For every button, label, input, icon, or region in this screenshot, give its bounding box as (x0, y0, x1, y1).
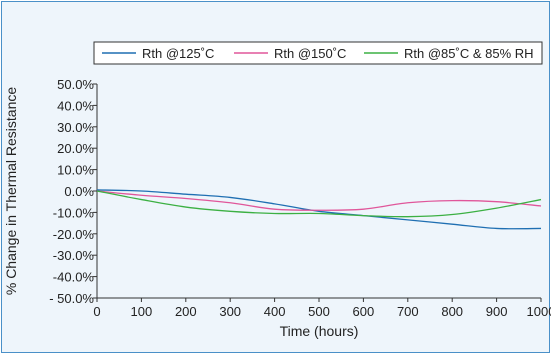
axes (96, 84, 541, 299)
y-tick-label: -40.0% (53, 270, 95, 285)
y-tick-label: 50.0% (57, 77, 94, 92)
x-tick-label: 400 (264, 304, 286, 319)
y-tick-label: - 50.0% (49, 291, 94, 306)
y-tick-label: -20.0% (53, 227, 95, 242)
series-layer (96, 189, 542, 230)
x-axis-title: Time (hours) (280, 323, 359, 339)
series-line-rth-150c (96, 190, 542, 211)
x-tick-label: 300 (219, 304, 241, 319)
x-tick-label: 1000 (527, 304, 551, 319)
ticks: 50.0% 40.0% 30.0% 20.0% 10.0% 0.0% -10.0% -20.0… (49, 77, 551, 319)
x-tick-label: 0 (93, 304, 100, 319)
legend-label-rth-150c: Rth @150˚C (274, 46, 346, 61)
x-tick-label: 100 (131, 304, 153, 319)
y-tick-label: 30.0% (57, 120, 94, 135)
series-line-rth-85c-85rh (96, 190, 542, 218)
x-tick-label: 200 (175, 304, 197, 319)
y-tick-label: -30.0% (53, 248, 95, 263)
y-tick-label: 40.0% (57, 98, 94, 113)
legend: Rth @125˚C Rth @150˚C Rth @85˚C & 85% RH (93, 41, 543, 65)
x-tick-label: 900 (486, 304, 508, 319)
legend-label-rth-125c: Rth @125˚C (142, 46, 214, 61)
y-tick-label: -10.0% (53, 205, 95, 220)
x-tick-label: 700 (397, 304, 419, 319)
x-tick-label: 600 (353, 304, 375, 319)
legend-label-rth-85c-85rh: Rth @85˚C & 85% RH (404, 46, 534, 61)
series-line-rth-125c (96, 189, 542, 230)
y-axis-title: % Change in Thermal Resistance (3, 87, 19, 296)
x-tick-label: 800 (441, 304, 463, 319)
legend-box (93, 41, 543, 65)
y-tick-label: 20.0% (57, 141, 94, 156)
y-tick-label: 0.0% (64, 184, 94, 199)
y-tick-label: 10.0% (57, 163, 94, 178)
x-tick-label: 500 (308, 304, 330, 319)
